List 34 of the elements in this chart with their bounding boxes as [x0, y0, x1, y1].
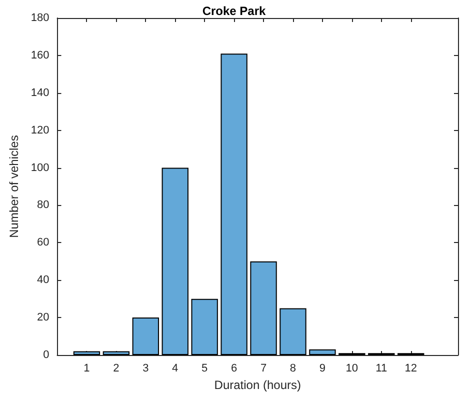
bar	[309, 349, 336, 355]
x-tick-label: 4	[172, 362, 178, 374]
bar	[191, 298, 218, 355]
y-tick-label: 180	[30, 12, 50, 24]
x-tick-label: 2	[113, 362, 120, 374]
x-tick-label: 7	[260, 362, 267, 374]
x-tick-label: 8	[290, 362, 296, 374]
y-tick-label: 160	[30, 49, 50, 62]
x-tick-label: 9	[319, 362, 326, 374]
y-tick-label: 40	[37, 274, 50, 286]
y-axis-title: Number of vehicles	[7, 135, 21, 238]
chart-title: Croke Park	[202, 4, 266, 18]
x-tick-label: 1	[84, 362, 90, 374]
y-tick-label: 80	[37, 199, 50, 212]
x-tick-label: 11	[376, 362, 388, 374]
bar	[250, 261, 277, 355]
bar	[102, 351, 130, 355]
y-tick-label: 0	[43, 349, 50, 361]
y-tick-label: 20	[37, 312, 50, 324]
bar	[162, 168, 188, 355]
y-tick-label: 140	[30, 86, 50, 99]
y-tick-label: 120	[30, 124, 50, 136]
bar	[132, 318, 159, 355]
y-tick-label: 60	[37, 236, 50, 249]
bar	[220, 54, 248, 355]
x-tick-label: 5	[202, 362, 208, 374]
x-tick-label: 6	[230, 362, 238, 374]
bar	[280, 308, 306, 355]
x-tick-label: 3	[142, 362, 149, 374]
x-tick-label: 10	[346, 362, 358, 374]
x-tick-label: 12	[404, 362, 417, 374]
y-tick-label: 100	[30, 162, 50, 174]
x-axis-title: Duration (hours)	[214, 378, 301, 392]
bar	[73, 351, 100, 355]
